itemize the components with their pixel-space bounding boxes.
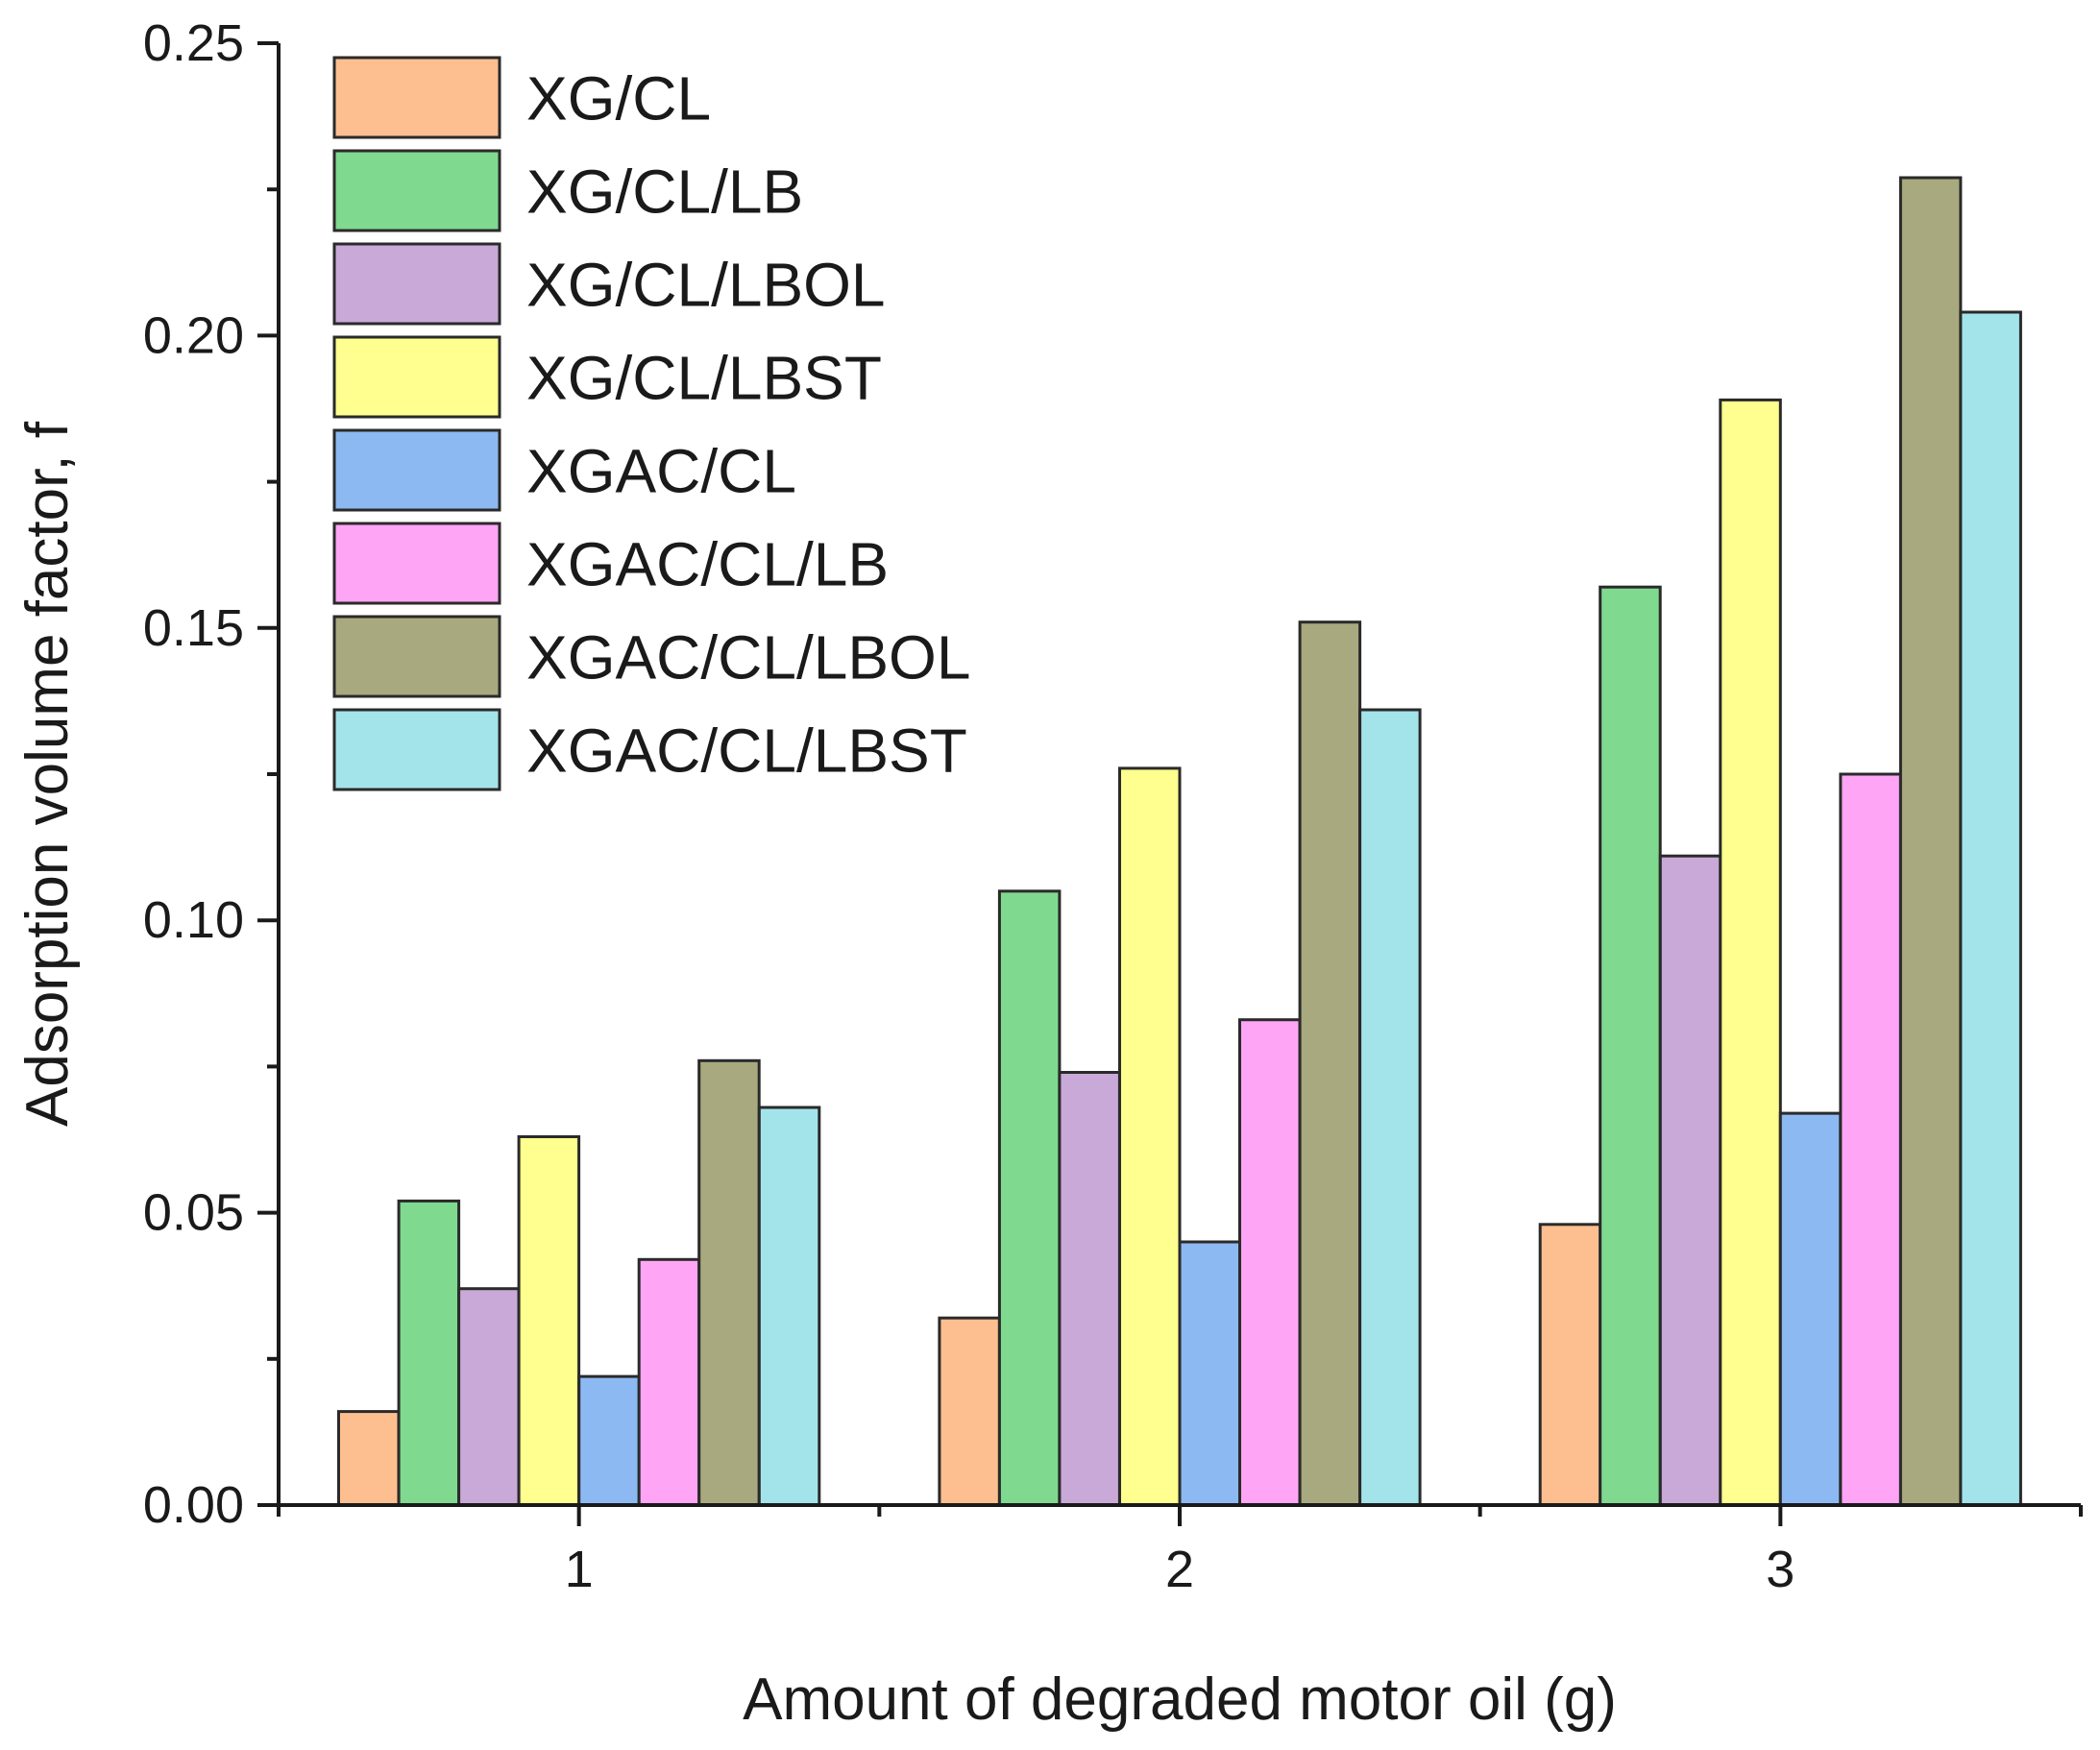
legend-label: XGAC/CL/LB — [526, 530, 889, 599]
bar-xg-cl-x3 — [1538, 1223, 1602, 1507]
y-tick-label: 0.05 — [143, 1184, 244, 1242]
y-tick-label: 0.10 — [143, 891, 244, 949]
y-ticks: 0.00 0.05 0.10 0.15 0.20 0.25 — [143, 14, 279, 1534]
bar-xgac-cl-x2 — [1178, 1240, 1241, 1507]
x-tick-label: 1 — [565, 1541, 594, 1598]
bar-xgac-cl-x3 — [1778, 1111, 1843, 1507]
legend-label: XGAC/CL/LBST — [526, 717, 967, 786]
legend-label: XG/CL/LBST — [526, 344, 882, 413]
legend-label: XG/CL/LB — [526, 158, 803, 227]
legend-swatch — [332, 615, 501, 698]
legend-swatch — [332, 149, 501, 232]
bar-xgac-cl-lbst-x1 — [757, 1106, 821, 1507]
bar-xgac-cl-lbst-x3 — [1959, 310, 2022, 1507]
bar-xgac-cl-lbol-x2 — [1298, 620, 1362, 1507]
y-tick-label: 0.15 — [143, 599, 244, 657]
bar-xg-cl-lbol-x2 — [1058, 1071, 1121, 1507]
legend-label: XG/CL — [526, 64, 711, 134]
x-ticks: 1 2 3 — [277, 1505, 2083, 1598]
bar-xgac-cl-lb-x3 — [1839, 772, 1902, 1507]
legend-label: XGAC/CL — [526, 437, 796, 506]
bar-xg-cl-lb-x3 — [1599, 585, 1662, 1507]
bar-xgac-cl-lb-x2 — [1238, 1018, 1302, 1507]
legend-swatch — [332, 242, 501, 326]
legend-swatch — [332, 522, 501, 605]
x-axis-title: Amount of degraded motor oil (g) — [743, 1666, 1617, 1733]
x-tick-label: 2 — [1165, 1541, 1194, 1598]
legend-label: XGAC/CL/LBOL — [526, 623, 970, 693]
legend-swatch — [332, 428, 501, 512]
y-tick-label: 0.20 — [143, 306, 244, 364]
bar-xg-cl-lb-x1 — [397, 1199, 461, 1507]
bar-xg-cl-lb-x2 — [997, 889, 1062, 1507]
legend-swatch — [332, 708, 501, 791]
y-tick-label: 0.25 — [143, 14, 244, 72]
bar-xg-cl-x2 — [938, 1316, 1001, 1507]
bar-xgac-cl-x1 — [577, 1374, 641, 1507]
bar-xg-cl-lbst-x3 — [1719, 398, 1782, 1507]
bar-xgac-cl-lbol-x3 — [1898, 176, 1963, 1507]
legend-label: XG/CL/LBOL — [526, 251, 886, 320]
legend-swatch — [332, 335, 501, 419]
bar-xgac-cl-lb-x1 — [637, 1257, 701, 1507]
x-tick-label: 3 — [1766, 1541, 1795, 1598]
bars-layer — [337, 176, 2022, 1507]
bar-xg-cl-lbol-x1 — [457, 1287, 521, 1507]
bar-xgac-cl-lbst-x2 — [1358, 708, 1422, 1507]
bar-xg-cl-x1 — [337, 1410, 401, 1507]
bar-xg-cl-lbst-x2 — [1118, 766, 1182, 1507]
bar-xg-cl-lbol-x3 — [1658, 854, 1722, 1507]
y-tick-label: 0.00 — [143, 1476, 244, 1534]
legend: XG/CL XG/CL/LB XG/CL/LBOL XG/CL/LBST XGAC/CL… — [332, 56, 970, 791]
y-axis-title: Adsorption volume factor, f — [14, 421, 81, 1127]
legend-swatch — [332, 56, 501, 139]
bar-xg-cl-lbst-x1 — [517, 1135, 581, 1507]
bar-xgac-cl-lbol-x1 — [697, 1058, 761, 1507]
